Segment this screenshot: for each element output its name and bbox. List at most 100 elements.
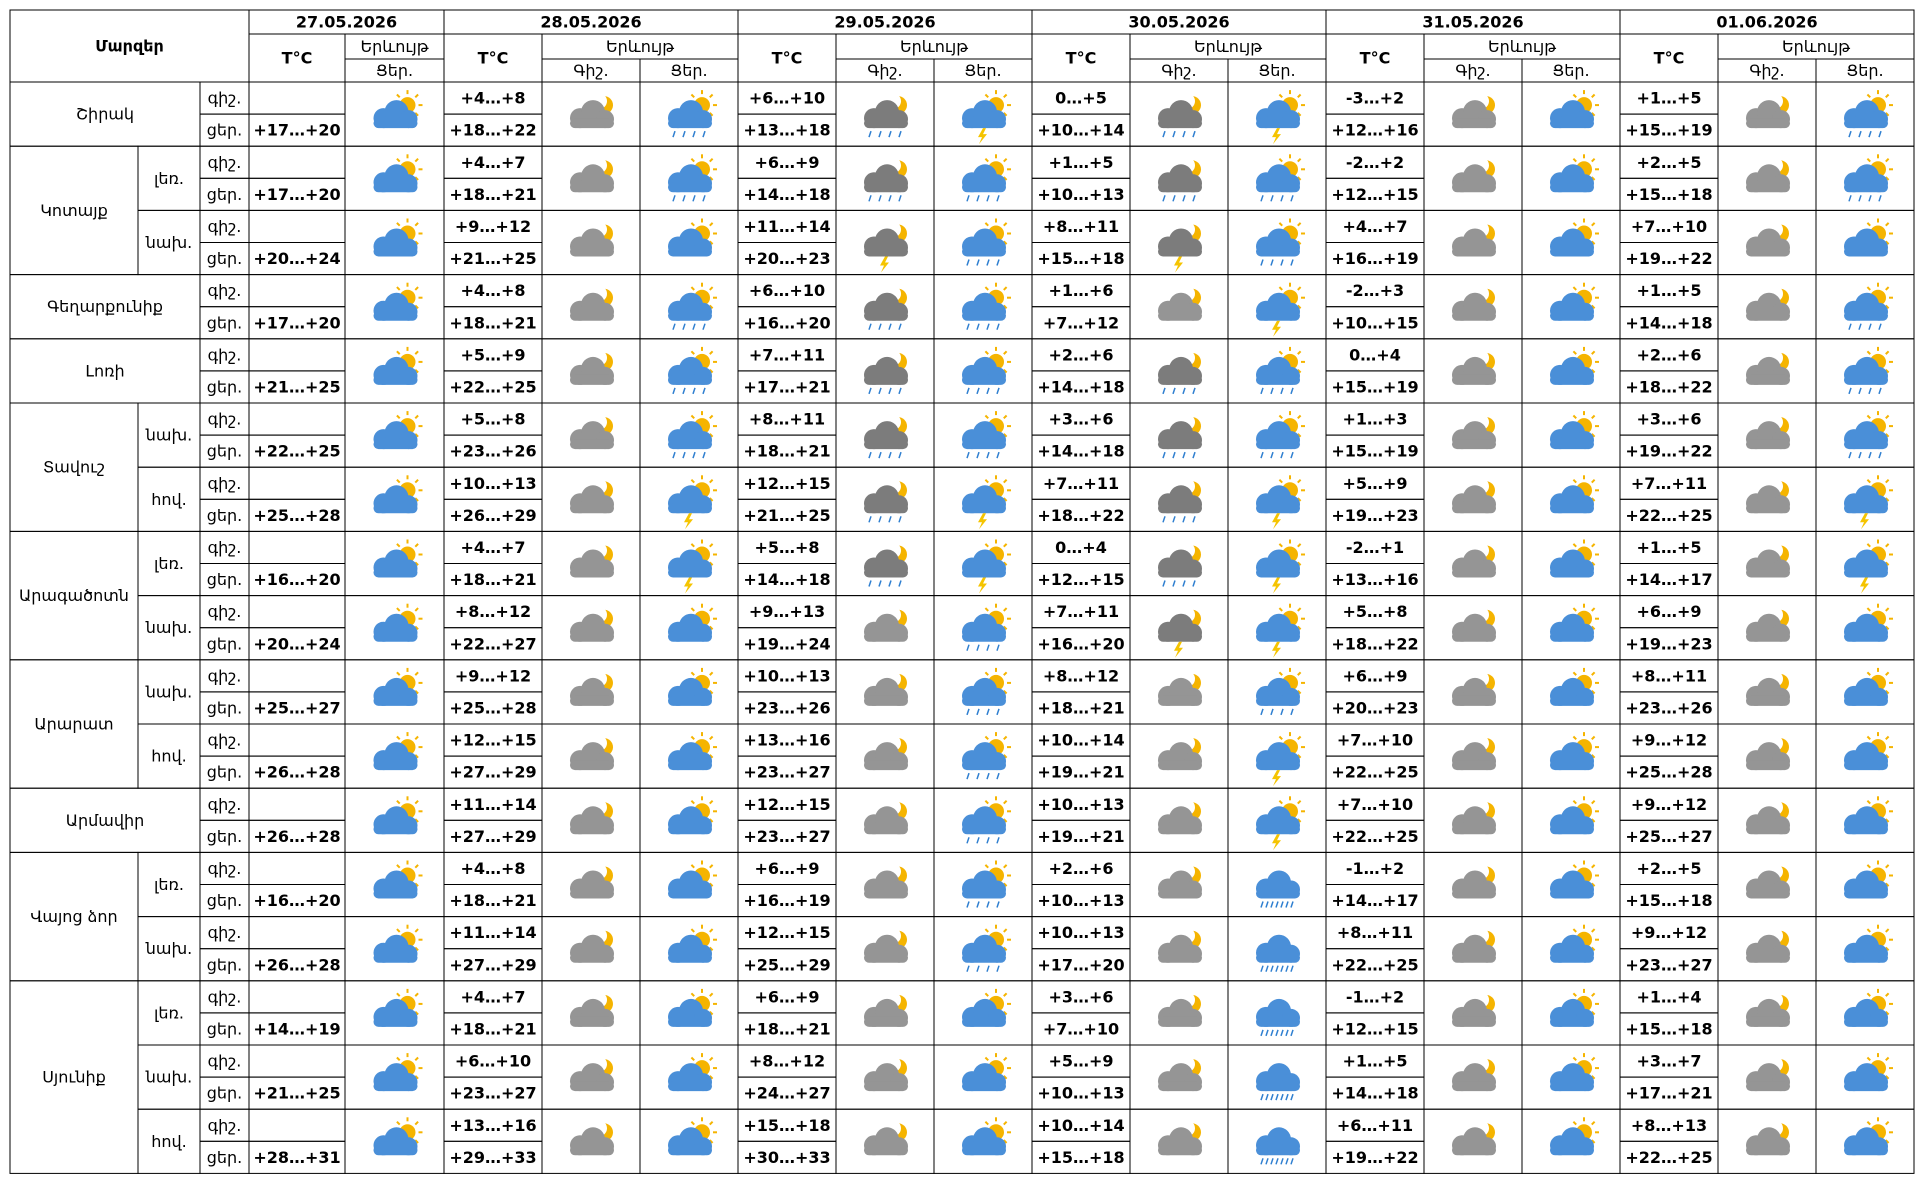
sun-ray bbox=[414, 818, 419, 823]
rain-drop bbox=[1265, 901, 1269, 908]
rain-drop bbox=[966, 837, 970, 844]
cloud bbox=[373, 888, 418, 899]
temperature: +8…+12 bbox=[1043, 666, 1119, 685]
rain-drop bbox=[1290, 195, 1294, 202]
rain-drop bbox=[976, 451, 980, 459]
temperature: +26…+28 bbox=[253, 827, 340, 846]
day-icon bbox=[962, 1117, 1011, 1156]
cell-border bbox=[248, 787, 346, 821]
rain-drop bbox=[868, 580, 872, 587]
sun-ray bbox=[1297, 93, 1302, 99]
sun-ray bbox=[690, 478, 695, 484]
header-phenomenon: Երևույթ bbox=[606, 37, 674, 56]
rain-drop bbox=[1265, 1029, 1269, 1037]
sun-ray bbox=[1003, 735, 1008, 741]
day-icon bbox=[668, 154, 717, 202]
cloud bbox=[373, 503, 418, 514]
sun-ray bbox=[1003, 882, 1008, 887]
temperature: +7…+10 bbox=[1631, 217, 1707, 236]
temperature: +19…+23 bbox=[1625, 634, 1712, 653]
cloud bbox=[1746, 695, 1790, 706]
sun-ray bbox=[1885, 671, 1890, 676]
cloud bbox=[1256, 246, 1300, 257]
cloud bbox=[962, 439, 1006, 450]
sun-ray bbox=[984, 799, 989, 805]
rain-drop bbox=[878, 387, 882, 395]
rain-drop bbox=[1270, 1158, 1274, 1165]
cloud bbox=[1452, 503, 1496, 514]
rain-drop bbox=[1270, 1029, 1274, 1037]
temperature: +8…+12 bbox=[749, 1052, 825, 1071]
cell-border bbox=[248, 466, 346, 500]
rain-drop bbox=[702, 195, 706, 202]
cloud bbox=[1256, 888, 1300, 899]
rain-drop bbox=[1848, 195, 1852, 202]
rain-drop bbox=[986, 451, 990, 459]
sun-ray bbox=[1866, 735, 1871, 741]
region-name: Լոռի bbox=[85, 361, 124, 380]
sun-ray bbox=[709, 928, 714, 933]
rain-drop bbox=[898, 130, 902, 138]
sun-ray bbox=[396, 93, 401, 99]
temperature: +19…+21 bbox=[1037, 827, 1124, 846]
sun-ray bbox=[1003, 671, 1008, 676]
day-icon bbox=[373, 603, 423, 642]
row-label-night: գիշ. bbox=[208, 538, 242, 557]
row-label-day: ցեր. bbox=[207, 506, 243, 525]
night-icon bbox=[1158, 1120, 1202, 1156]
temperature: +10…+13 bbox=[1037, 1084, 1124, 1103]
sun-ray bbox=[984, 286, 989, 291]
sun-ray bbox=[690, 928, 695, 933]
sun-ray bbox=[1278, 286, 1283, 291]
rain-drop bbox=[1878, 195, 1882, 202]
day-icon bbox=[1550, 732, 1599, 771]
rain-drop bbox=[1162, 451, 1166, 459]
rain-drop bbox=[1270, 451, 1274, 459]
sun-ray bbox=[396, 350, 401, 355]
rain-drop bbox=[996, 259, 1000, 266]
region-name: Սյունիք bbox=[42, 1068, 106, 1087]
cloud bbox=[1746, 888, 1790, 899]
temperature: +23…+27 bbox=[449, 1084, 536, 1103]
sun-ray bbox=[690, 671, 695, 676]
cloud bbox=[570, 503, 614, 514]
day-icon bbox=[373, 667, 423, 706]
night-icon bbox=[864, 606, 908, 642]
sun-ray bbox=[396, 607, 401, 612]
sun-ray bbox=[1866, 157, 1871, 163]
cloud bbox=[1452, 246, 1496, 257]
cloud bbox=[1452, 1145, 1496, 1156]
temperature: +28…+31 bbox=[253, 1148, 340, 1167]
sun-ray bbox=[414, 1056, 419, 1062]
sun-ray bbox=[1297, 112, 1302, 117]
night-icon bbox=[1746, 799, 1790, 835]
rain-drop bbox=[996, 644, 1000, 651]
night-icon bbox=[1158, 221, 1202, 273]
sun-ray bbox=[1572, 286, 1577, 291]
night-icon bbox=[1158, 606, 1202, 658]
sun-ray bbox=[396, 543, 401, 548]
sun-ray bbox=[1866, 799, 1871, 805]
temperature: +8…+13 bbox=[1631, 1116, 1707, 1135]
day-icon bbox=[1256, 1127, 1300, 1165]
temperature: +23…+26 bbox=[449, 442, 536, 461]
sun-ray bbox=[1885, 561, 1890, 566]
sun-ray bbox=[1591, 478, 1596, 484]
night-icon bbox=[864, 93, 908, 138]
cloud bbox=[373, 567, 418, 578]
day-icon bbox=[668, 924, 717, 963]
row-label-night: գիշ. bbox=[208, 345, 242, 364]
temperature: +7…+12 bbox=[1043, 313, 1119, 332]
temperature: +4…+7 bbox=[460, 538, 525, 557]
sun-ray bbox=[1572, 414, 1577, 420]
sun-ray bbox=[1278, 93, 1283, 99]
cloud bbox=[570, 824, 614, 835]
temperature: +7…+11 bbox=[1043, 602, 1119, 621]
cloud bbox=[668, 695, 712, 706]
day-icon bbox=[668, 90, 717, 138]
cloud bbox=[373, 374, 418, 385]
night-icon bbox=[1746, 285, 1790, 321]
cloud bbox=[1550, 246, 1594, 257]
temperature: +23…+27 bbox=[743, 763, 830, 782]
rain-drop bbox=[976, 644, 980, 651]
